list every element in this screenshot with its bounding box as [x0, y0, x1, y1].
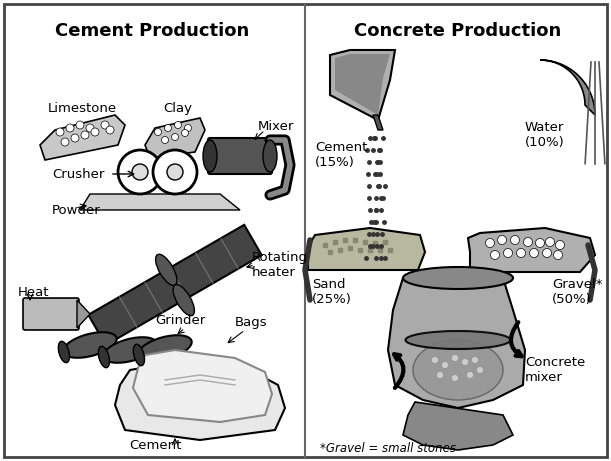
- Text: Clay: Clay: [163, 101, 192, 114]
- Circle shape: [543, 248, 552, 258]
- Circle shape: [61, 138, 69, 146]
- Polygon shape: [145, 118, 205, 158]
- Text: Water
(10%): Water (10%): [525, 121, 565, 149]
- Text: Concrete Production: Concrete Production: [354, 22, 562, 40]
- Text: Heat: Heat: [18, 285, 49, 299]
- Text: *Gravel = small stones: *Gravel = small stones: [320, 442, 456, 455]
- Circle shape: [472, 356, 478, 364]
- Polygon shape: [388, 278, 525, 408]
- Circle shape: [86, 124, 94, 132]
- Polygon shape: [115, 362, 285, 440]
- Polygon shape: [335, 54, 390, 115]
- Text: Cement: Cement: [129, 438, 181, 451]
- Ellipse shape: [138, 335, 192, 361]
- Circle shape: [555, 241, 565, 249]
- Ellipse shape: [98, 346, 109, 368]
- Polygon shape: [80, 194, 240, 210]
- Circle shape: [181, 130, 189, 136]
- Text: Mixer: Mixer: [258, 119, 295, 132]
- Circle shape: [554, 250, 563, 260]
- Circle shape: [530, 248, 538, 258]
- Polygon shape: [330, 50, 395, 120]
- Ellipse shape: [403, 267, 513, 289]
- Circle shape: [106, 126, 114, 134]
- Circle shape: [81, 131, 89, 139]
- Circle shape: [486, 238, 494, 248]
- Ellipse shape: [58, 341, 70, 363]
- Circle shape: [164, 124, 172, 131]
- Text: Grinder: Grinder: [155, 313, 205, 326]
- Text: Gravel*
(50%): Gravel* (50%): [552, 278, 602, 306]
- Circle shape: [452, 374, 458, 382]
- Circle shape: [167, 164, 183, 180]
- Text: Crusher: Crusher: [52, 167, 104, 181]
- Ellipse shape: [406, 331, 511, 349]
- Ellipse shape: [133, 344, 145, 366]
- Ellipse shape: [156, 254, 177, 285]
- Circle shape: [524, 237, 533, 247]
- Circle shape: [511, 236, 519, 244]
- Circle shape: [461, 359, 469, 366]
- Circle shape: [71, 134, 79, 142]
- Polygon shape: [373, 115, 383, 130]
- Circle shape: [153, 150, 197, 194]
- Text: Sand
(25%): Sand (25%): [312, 278, 352, 306]
- Circle shape: [491, 250, 500, 260]
- Circle shape: [91, 128, 99, 136]
- Ellipse shape: [413, 340, 503, 400]
- Circle shape: [155, 129, 161, 136]
- Polygon shape: [77, 300, 90, 328]
- Circle shape: [546, 237, 555, 247]
- Ellipse shape: [173, 284, 194, 316]
- Circle shape: [452, 355, 458, 361]
- Circle shape: [175, 122, 181, 129]
- Polygon shape: [133, 350, 272, 422]
- Circle shape: [132, 164, 148, 180]
- Circle shape: [497, 236, 507, 244]
- Text: Rotating
heater: Rotating heater: [252, 251, 308, 279]
- Polygon shape: [468, 228, 595, 272]
- Circle shape: [76, 121, 84, 129]
- Circle shape: [101, 121, 109, 129]
- Text: Cement Production: Cement Production: [55, 22, 249, 40]
- Text: Cement
(15%): Cement (15%): [315, 141, 367, 169]
- Circle shape: [503, 248, 513, 258]
- Circle shape: [118, 150, 162, 194]
- Text: Concrete
mixer: Concrete mixer: [525, 356, 585, 384]
- Polygon shape: [540, 60, 595, 115]
- Circle shape: [431, 356, 439, 364]
- Circle shape: [477, 366, 483, 373]
- FancyBboxPatch shape: [208, 138, 272, 174]
- Polygon shape: [89, 225, 262, 345]
- Ellipse shape: [203, 140, 217, 172]
- Circle shape: [467, 372, 474, 378]
- Ellipse shape: [103, 337, 156, 363]
- Circle shape: [535, 238, 544, 248]
- Polygon shape: [403, 402, 513, 450]
- Circle shape: [436, 372, 444, 378]
- Text: Limestone: Limestone: [48, 101, 117, 114]
- Polygon shape: [308, 228, 425, 270]
- Circle shape: [442, 361, 448, 368]
- Ellipse shape: [263, 140, 277, 172]
- Circle shape: [161, 136, 169, 143]
- FancyBboxPatch shape: [23, 298, 79, 330]
- Circle shape: [185, 124, 191, 131]
- Circle shape: [516, 248, 525, 258]
- Circle shape: [56, 128, 64, 136]
- Text: Powder: Powder: [52, 203, 101, 217]
- Ellipse shape: [64, 332, 117, 358]
- Circle shape: [66, 124, 74, 132]
- Circle shape: [172, 134, 178, 141]
- Polygon shape: [40, 115, 125, 160]
- Text: Bags: Bags: [235, 315, 268, 329]
